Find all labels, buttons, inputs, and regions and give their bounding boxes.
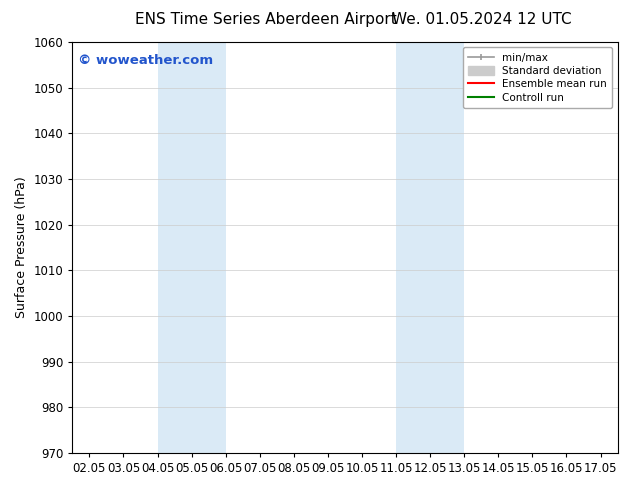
Bar <box>396 42 464 453</box>
Text: © woweather.com: © woweather.com <box>78 54 213 68</box>
Text: We. 01.05.2024 12 UTC: We. 01.05.2024 12 UTC <box>392 12 572 27</box>
Legend: min/max, Standard deviation, Ensemble mean run, Controll run: min/max, Standard deviation, Ensemble me… <box>463 47 612 108</box>
Text: ENS Time Series Aberdeen Airport: ENS Time Series Aberdeen Airport <box>136 12 397 27</box>
Y-axis label: Surface Pressure (hPa): Surface Pressure (hPa) <box>15 176 28 318</box>
Bar <box>157 42 226 453</box>
